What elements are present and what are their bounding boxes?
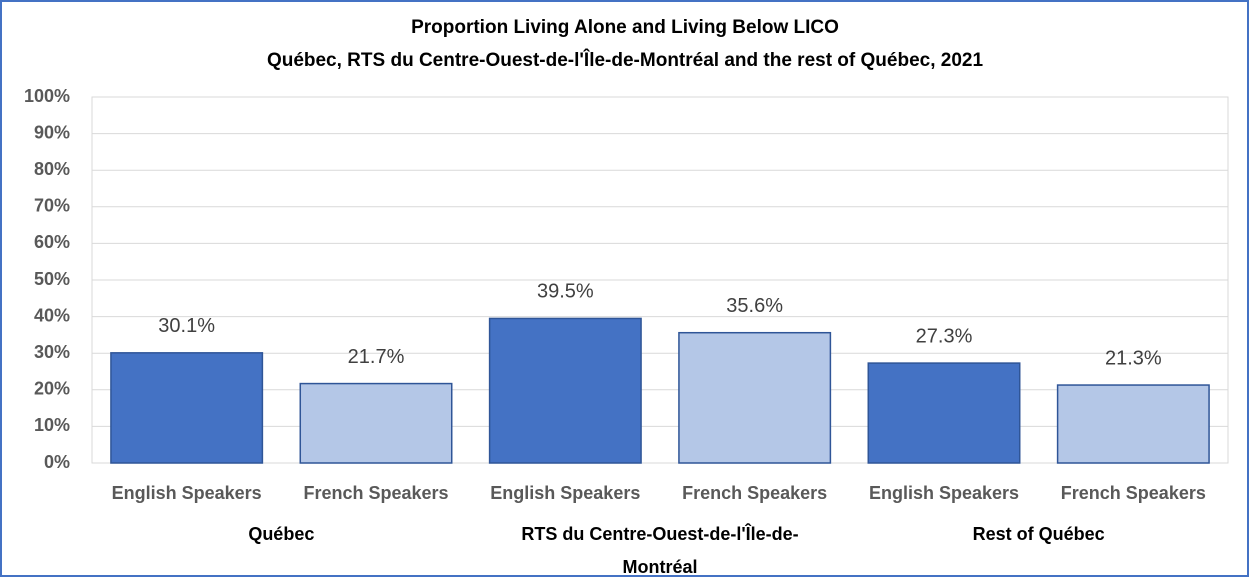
bar [488,317,642,464]
y-tick-label: 20% [34,379,70,399]
x-tick-label: French Speakers [303,483,448,503]
x-tick-label: French Speakers [682,483,827,503]
data-label: 21.7% [348,346,405,368]
bar [1056,384,1210,464]
y-tick-label: 40% [34,305,70,325]
group-label: Rest of Québec [972,524,1105,544]
group-label: RTS du Centre-Ouest-de-l'Île-de-Montréal [521,524,799,577]
bar [678,331,832,464]
bar [110,352,264,464]
group-label: Québec [248,524,315,544]
data-label: 39.5% [537,281,594,303]
y-tick-label: 70% [34,196,70,216]
x-tick-label: English Speakers [490,483,640,503]
x-tick-label: French Speakers [1061,483,1206,503]
data-label: 35.6% [726,295,783,317]
y-tick-label: 90% [34,122,70,142]
y-tick-label: 50% [34,269,70,289]
data-label: 27.3% [916,325,973,347]
data-label: 30.1% [158,315,215,337]
y-tick-label: 60% [34,232,70,252]
y-tick-label: 0% [44,452,70,472]
y-tick-label: 10% [34,415,70,435]
y-tick-label: 100% [24,86,70,106]
y-tick-label: 30% [34,342,70,362]
x-tick-label: English Speakers [112,483,262,503]
chart-subtitle: Québec, RTS du Centre-Ouest-de-l'Île-de-… [267,49,984,71]
chart-title: Proportion Living Alone and Living Below… [411,17,839,38]
bar [299,382,453,464]
y-tick-label: 80% [34,159,70,179]
x-tick-label: English Speakers [869,483,1019,503]
data-label: 21.3% [1105,347,1162,369]
bar [867,362,1021,464]
